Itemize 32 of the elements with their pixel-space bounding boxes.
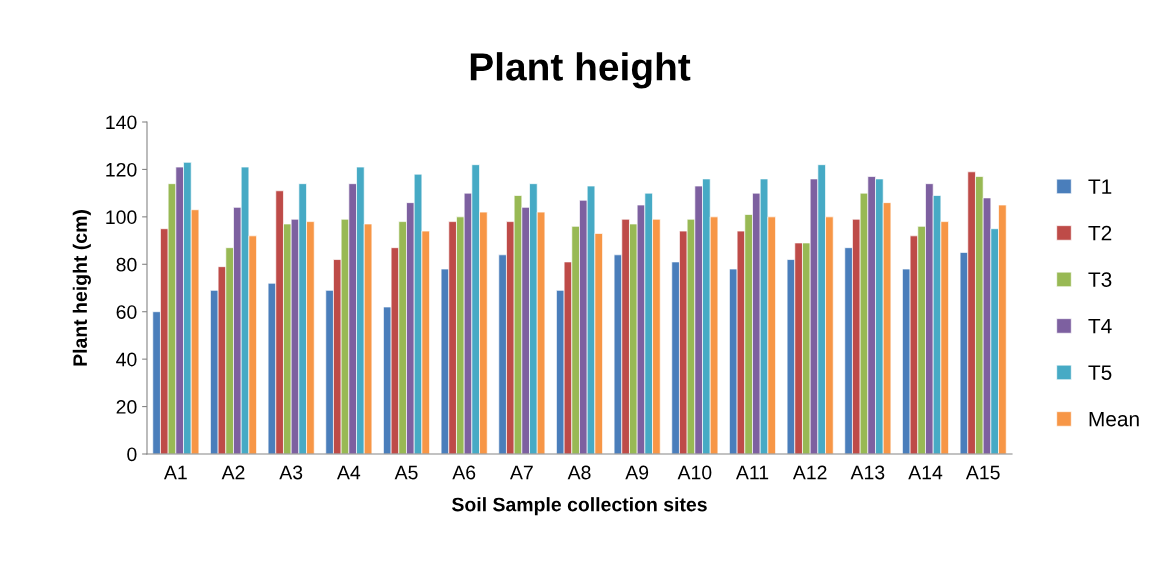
y-tick-label: 120 [106, 162, 137, 177]
x-tick-label: A2 [221, 465, 245, 480]
legend-label: Mean [1089, 411, 1139, 427]
y-tick-label: 140 [106, 115, 137, 130]
y-tick-label: 0 [127, 447, 137, 462]
legend-label: T5 [1088, 365, 1112, 380]
x-axis-title: Soil Sample collection sites [452, 497, 707, 516]
y-tick-label: 60 [116, 305, 137, 319]
x-tick-label: A14 [908, 465, 943, 480]
legend-label: T2 [1088, 225, 1112, 241]
legend-label: T3 [1088, 272, 1112, 287]
x-tick-label: A15 [965, 465, 1000, 480]
y-axis-title: Plant height (cm) [72, 210, 91, 366]
x-tick-label: A9 [625, 465, 649, 480]
x-tick-label: A11 [735, 465, 769, 480]
legend-label: T4 [1088, 318, 1112, 334]
chart-title: Plant height [470, 52, 691, 89]
x-tick-label: A6 [452, 465, 476, 480]
x-tick-label: A8 [567, 465, 591, 480]
legend-label: T1 [1088, 179, 1112, 194]
y-tick-label: 20 [116, 400, 137, 414]
y-tick-label: 40 [116, 352, 137, 367]
x-tick-label: A13 [850, 465, 885, 480]
x-tick-label: A1 [163, 465, 187, 480]
y-tick-label: 100 [106, 210, 137, 225]
y-tick-label: 80 [116, 257, 137, 272]
x-tick-label: A7 [509, 465, 533, 480]
x-tick-label: A12 [792, 465, 827, 480]
x-tick-label: A10 [677, 465, 712, 480]
x-tick-label: A3 [279, 465, 303, 480]
x-tick-label: A5 [394, 465, 418, 480]
x-tick-label: A4 [336, 465, 361, 480]
